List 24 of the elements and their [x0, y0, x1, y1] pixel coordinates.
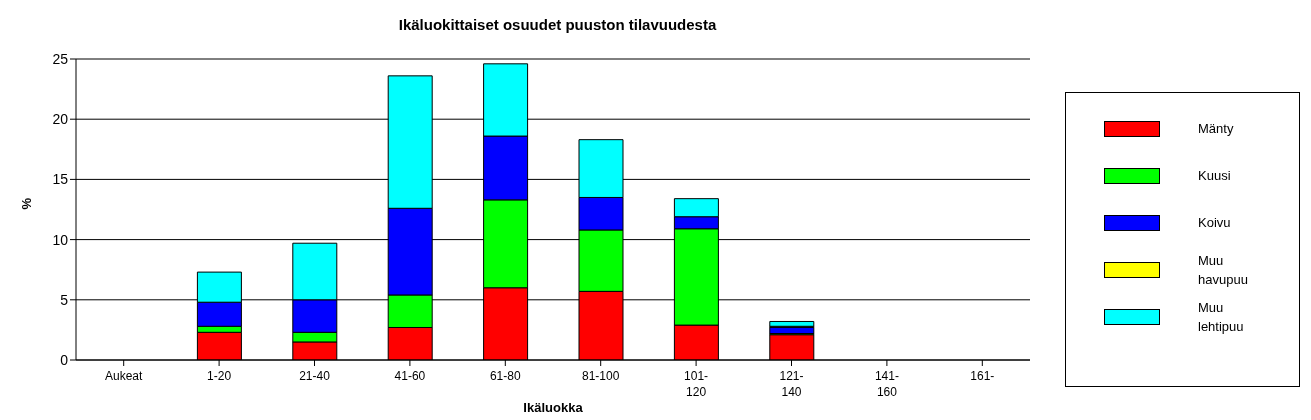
y-tick-label: 0 — [60, 351, 69, 368]
y-tick-label: 10 — [52, 231, 69, 248]
text: Muu havupuu — [1198, 251, 1249, 289]
x-tick-label: 141-160 — [874, 369, 899, 399]
y-tick-label: 25 — [52, 50, 69, 67]
x-axis-title: Ikäluokka — [523, 400, 584, 415]
text: Koivu — [1198, 214, 1232, 232]
y-axis-title: % — [18, 197, 34, 210]
text: Muu lehtipuu — [1198, 298, 1245, 336]
x-tick-label: 41-60 — [394, 369, 426, 383]
y-tick-label: 5 — [60, 291, 69, 308]
text: Mänty — [1198, 120, 1235, 138]
x-tick-label: 101-120 — [684, 369, 709, 399]
x-tick-label: 161- — [970, 369, 995, 383]
x-tick-label: 81-100 — [582, 369, 620, 383]
text: Kuusi — [1198, 167, 1232, 185]
x-tick-label: 121-140 — [779, 369, 804, 399]
x-tick-label: 21-40 — [299, 369, 331, 383]
y-tick-label: 15 — [52, 171, 69, 188]
y-tick-label: 20 — [52, 111, 69, 128]
x-tick-label: 1-20 — [207, 369, 232, 383]
x-tick-label: Aukeat — [105, 369, 144, 383]
chart-title: Ikäluokittaiset osuudet puuston tilavuudesta — [397, 16, 718, 33]
x-tick-label: 61-80 — [489, 369, 521, 383]
